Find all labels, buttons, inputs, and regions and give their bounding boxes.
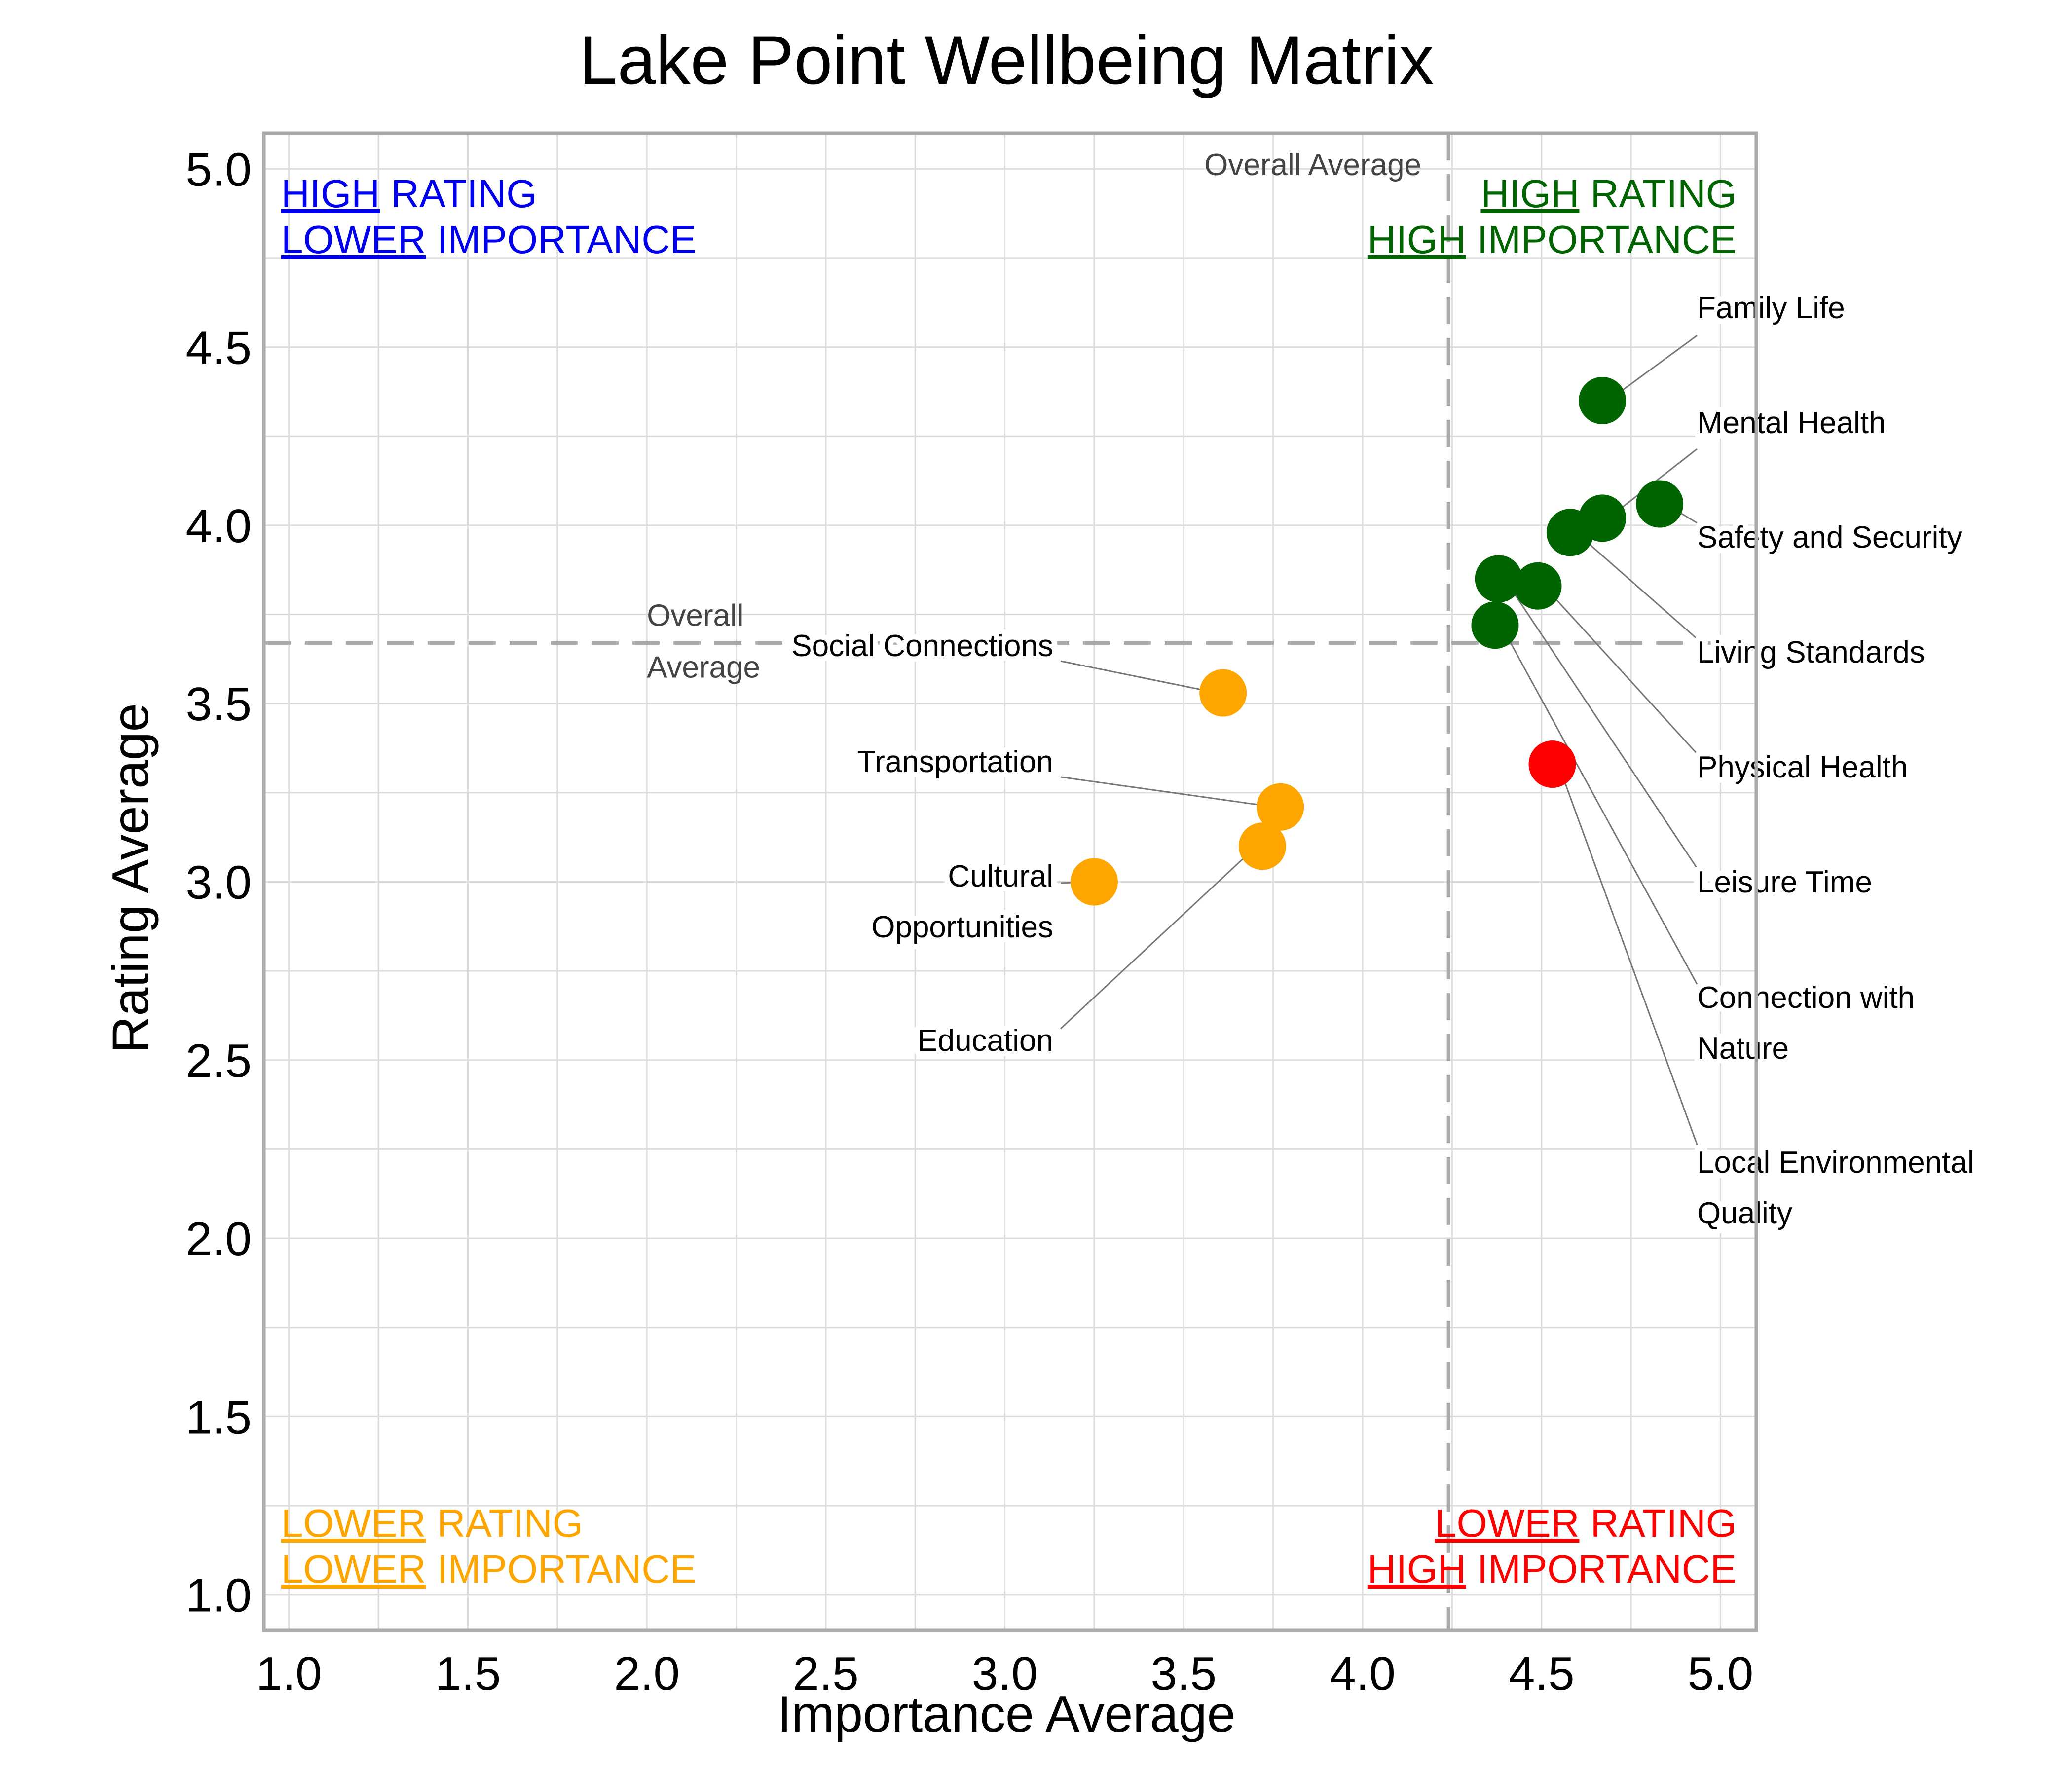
chart-title: Lake Point Wellbeing Matrix [579,21,1434,99]
leader-line [1060,660,1218,694]
quadrant-label-top-left: HIGH RATING [281,172,537,216]
quadrant-label-bottom-left-rest: IMPORTANCE [426,1547,696,1591]
point-label: Transportation [857,745,1053,779]
data-points [1070,376,1684,906]
x-axis-label: Importance Average [777,1686,1236,1743]
quadrant-label-bottom-right-rest: IMPORTANCE [1466,1547,1737,1591]
leader-line [1575,532,1698,640]
data-point [1528,740,1576,788]
point-label: Mental Health [1697,406,1886,440]
x-tick-label: 2.0 [614,1647,679,1700]
point-label: Nature [1697,1032,1789,1066]
quadrant-label-top-left-underlined: HIGH [281,172,380,216]
leader-line [1500,625,1698,985]
grid [264,133,1756,1630]
point-label: Quality [1697,1196,1792,1230]
quadrant-label-bottom-right: LOWER RATING [1435,1501,1737,1545]
quadrant-label-bottom-right-underlined: LOWER [1435,1501,1579,1545]
x-tick-label: 1.0 [256,1647,322,1700]
data-point [1475,555,1522,603]
y-tick-label: 2.0 [186,1213,252,1265]
quadrant-label-bottom-left: LOWER RATING [281,1501,583,1545]
quadrant-label-bottom-left: LOWER IMPORTANCE [281,1547,697,1591]
quadrant-label-top-right-rest: IMPORTANCE [1466,218,1737,261]
quadrant-label-bottom-left-underlined: LOWER [281,1547,426,1591]
quadrant-label-top-left-rest: IMPORTANCE [426,218,696,261]
data-point [1471,601,1519,649]
quadrant-label-top-left-underlined: LOWER [281,218,426,261]
point-label: Family Life [1697,291,1845,325]
point-label: Safety and Security [1697,520,1962,555]
point-label: Cultural [948,859,1053,893]
y-tick-label: 4.5 [186,322,252,374]
point-label: Education [917,1024,1053,1058]
quadrant-label-top-right-rest: RATING [1579,172,1737,216]
y-average-label: Average [647,650,760,684]
data-point [1199,669,1247,717]
point-label: Leisure Time [1697,865,1872,899]
point-label: Social Connections [791,629,1053,663]
x-tick-label: 3.5 [1151,1647,1217,1700]
point-labels: Family Life Mental Health Safety and Secur… [786,286,1980,1236]
y-tick-label: 3.5 [186,678,252,731]
y-tick-label: 3.0 [186,856,252,909]
x-tick-label: 5.0 [1688,1647,1753,1700]
x-tick-label: 4.0 [1330,1647,1395,1700]
point-label: Local Environmental [1697,1146,1974,1180]
quadrant-label-bottom-left-rest: RATING [426,1501,583,1545]
quadrant-label-bottom-right: HIGH IMPORTANCE [1368,1547,1737,1591]
y-tick-label: 2.5 [186,1035,252,1087]
y-tick-label: 1.0 [186,1569,252,1622]
x-tick-label: 4.5 [1509,1647,1574,1700]
axis-ticks: 1.0 1.5 2.0 2.5 3.0 3.5 4.0 4.5 5.0 1.0 1.5 2.0 2.5 3… [186,143,1754,1700]
leader-line [1060,846,1257,1030]
leader-line [1504,578,1698,869]
leader-line [1060,776,1275,808]
leader-lines [1060,334,1698,1145]
point-label: Physical Health [1697,750,1908,784]
quadrant-label-bottom-right-rest: RATING [1579,1501,1737,1545]
y-average-label: Overall [647,598,743,632]
data-point [1546,509,1594,556]
data-point [1514,562,1562,610]
quadrant-label-bottom-right-underlined: HIGH [1368,1547,1466,1591]
quadrant-label-bottom-left-underlined: LOWER [281,1501,426,1545]
quadrant-label-top-right: HIGH RATING [1480,172,1737,216]
data-point [1070,858,1118,906]
y-tick-label: 4.0 [186,500,252,553]
leader-line [1557,764,1698,1145]
leader-line [1543,585,1698,755]
y-tick-label: 5.0 [186,143,252,196]
x-tick-label: 1.5 [435,1647,501,1700]
y-tick-label: 1.5 [186,1391,252,1443]
point-label: Living Standards [1697,635,1925,669]
quadrant-label-top-right-underlined: HIGH [1480,172,1579,216]
point-label: Opportunities [871,910,1053,944]
quadrant-label-top-left-rest: RATING [380,172,537,216]
y-axis-label: Rating Average [102,703,159,1053]
quadrant-label-top-left: LOWER IMPORTANCE [281,218,697,261]
x-tick-label: 2.5 [793,1647,858,1700]
plot-frame [262,131,1758,1632]
x-average-label: Overall Average [1204,148,1421,182]
data-point [1257,783,1304,831]
data-point [1636,480,1684,528]
x-tick-label: 3.0 [972,1647,1037,1700]
data-point [1579,376,1627,424]
quadrant-label-top-right: HIGH IMPORTANCE [1368,218,1737,261]
point-label: Connection with [1697,981,1915,1015]
data-point [1238,822,1286,870]
quadrant-label-top-right-underlined: HIGH [1368,218,1466,261]
